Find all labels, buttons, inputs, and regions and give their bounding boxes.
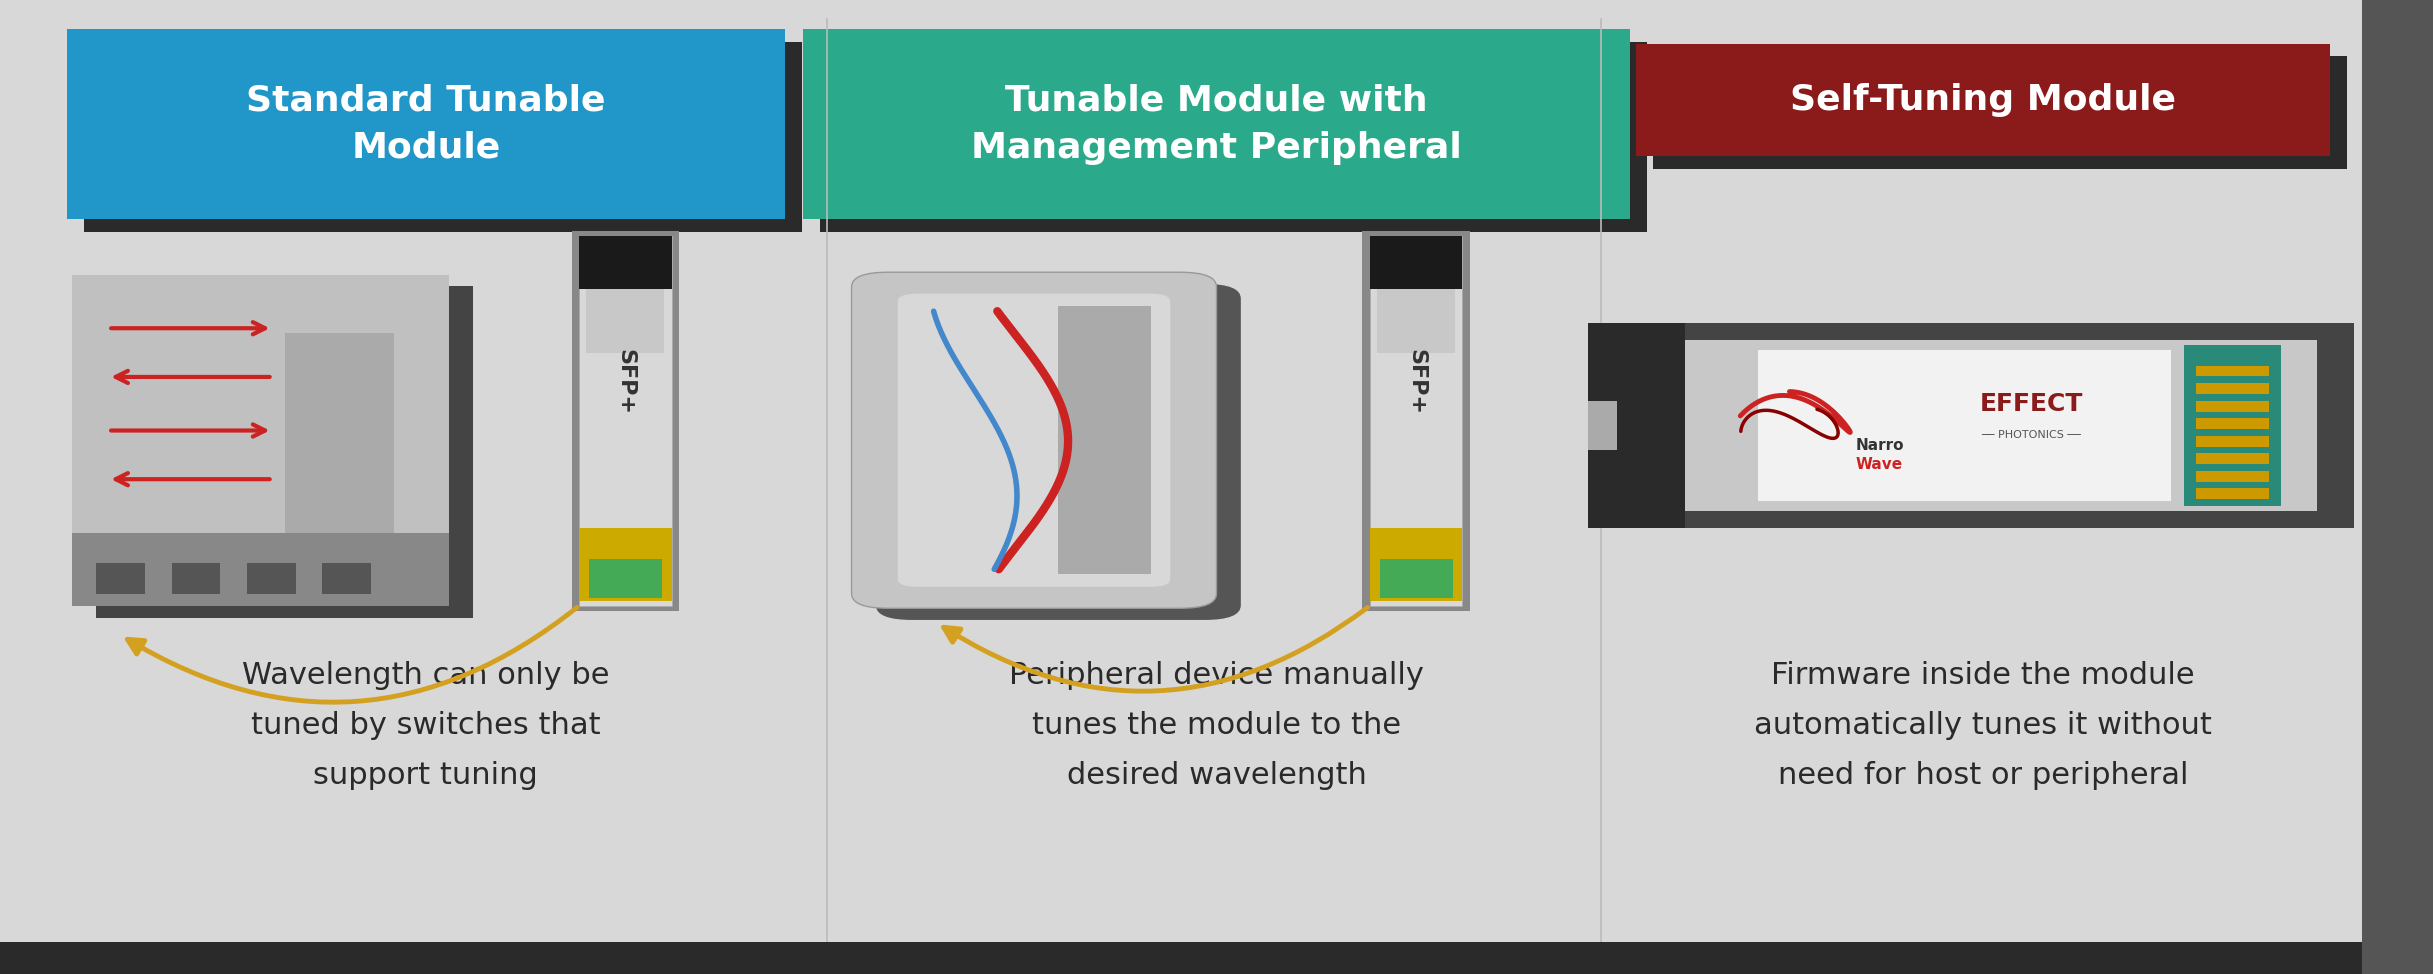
Text: ── PHOTONICS ──: ── PHOTONICS ── — [1980, 431, 2083, 440]
FancyBboxPatch shape — [170, 563, 219, 594]
Text: Wavelength can only be
tuned by switches that
support tuning: Wavelength can only be tuned by switches… — [241, 661, 611, 790]
FancyBboxPatch shape — [1362, 231, 1470, 611]
FancyBboxPatch shape — [2195, 365, 2268, 376]
FancyBboxPatch shape — [83, 42, 800, 232]
FancyBboxPatch shape — [2195, 400, 2268, 411]
FancyBboxPatch shape — [1380, 559, 1453, 598]
Text: Narro: Narro — [1854, 437, 1903, 453]
FancyBboxPatch shape — [898, 293, 1170, 586]
FancyBboxPatch shape — [1635, 44, 2328, 156]
FancyBboxPatch shape — [820, 42, 1647, 232]
FancyBboxPatch shape — [1370, 528, 1462, 601]
FancyBboxPatch shape — [579, 236, 672, 289]
Text: Firmware inside the module
automatically tunes it without
need for host or perip: Firmware inside the module automatically… — [1754, 661, 2212, 790]
FancyBboxPatch shape — [2182, 346, 2280, 506]
FancyBboxPatch shape — [246, 563, 294, 594]
FancyBboxPatch shape — [1377, 289, 1455, 353]
Text: Peripheral device manually
tunes the module to the
desired wavelength: Peripheral device manually tunes the mod… — [1010, 661, 1423, 790]
FancyBboxPatch shape — [1757, 350, 2170, 501]
FancyArrowPatch shape — [127, 608, 577, 702]
FancyBboxPatch shape — [1058, 306, 1151, 574]
Text: Wave: Wave — [1854, 457, 1903, 472]
FancyBboxPatch shape — [95, 563, 144, 594]
FancyBboxPatch shape — [579, 236, 672, 606]
Text: Tunable Module with
Management Peripheral: Tunable Module with Management Periphera… — [971, 84, 1462, 165]
FancyBboxPatch shape — [1370, 236, 1462, 289]
Bar — [0, 942, 2433, 974]
FancyBboxPatch shape — [2195, 419, 2268, 429]
FancyBboxPatch shape — [1586, 401, 1616, 450]
FancyBboxPatch shape — [2195, 435, 2268, 446]
FancyBboxPatch shape — [1652, 56, 2345, 169]
Text: Standard Tunable
Module: Standard Tunable Module — [246, 84, 606, 165]
Text: SFP+: SFP+ — [1406, 349, 1426, 415]
FancyBboxPatch shape — [1623, 340, 2316, 510]
FancyBboxPatch shape — [852, 272, 1216, 608]
Text: EFFECT: EFFECT — [1980, 393, 2083, 416]
FancyBboxPatch shape — [321, 563, 370, 594]
FancyBboxPatch shape — [95, 286, 472, 618]
FancyBboxPatch shape — [589, 559, 662, 598]
FancyBboxPatch shape — [2195, 383, 2268, 393]
Text: Self-Tuning Module: Self-Tuning Module — [1791, 83, 2175, 117]
Bar — [2362, 0, 2433, 974]
FancyBboxPatch shape — [586, 289, 664, 353]
FancyBboxPatch shape — [66, 29, 783, 219]
FancyBboxPatch shape — [2195, 470, 2268, 481]
FancyBboxPatch shape — [1586, 322, 2353, 528]
FancyBboxPatch shape — [2195, 453, 2268, 464]
FancyArrowPatch shape — [944, 608, 1367, 692]
FancyBboxPatch shape — [803, 29, 1630, 219]
FancyBboxPatch shape — [1586, 322, 1684, 528]
Text: SFP+: SFP+ — [616, 349, 635, 415]
FancyBboxPatch shape — [71, 533, 448, 606]
FancyBboxPatch shape — [1370, 236, 1462, 606]
FancyBboxPatch shape — [876, 283, 1241, 619]
FancyBboxPatch shape — [285, 333, 394, 547]
FancyBboxPatch shape — [2195, 488, 2268, 499]
FancyBboxPatch shape — [579, 528, 672, 601]
FancyBboxPatch shape — [572, 231, 679, 611]
FancyBboxPatch shape — [71, 275, 448, 606]
